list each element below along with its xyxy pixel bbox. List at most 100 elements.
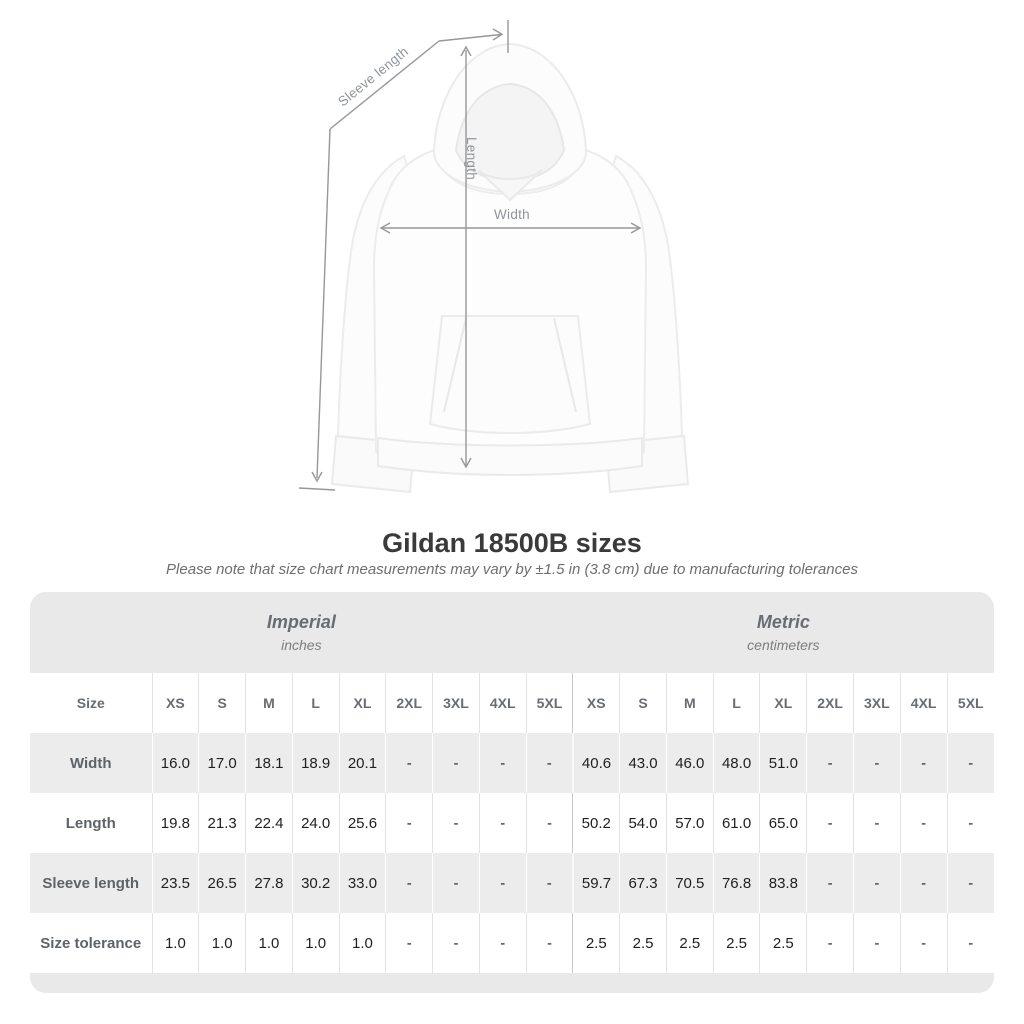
value-cell: 76.8: [712, 853, 760, 913]
size-header-cell: XL: [759, 673, 807, 733]
value-cell: 1.0: [338, 913, 386, 973]
size-header-cell: 4XL: [899, 673, 948, 733]
size-chart-card: Imperial inches Metric centimeters Size …: [30, 592, 994, 993]
size-header-cell: 3XL: [432, 673, 480, 733]
imperial-label: Imperial: [266, 612, 336, 632]
value-cell: -: [806, 733, 854, 793]
value-cell: -: [385, 733, 433, 793]
value-cell: -: [806, 853, 854, 913]
value-cell: -: [478, 733, 527, 793]
value-cell: 2.5: [665, 913, 714, 973]
table-row-width: Width 16.0 17.0 18.1 18.9 20.1 - - - - 4…: [30, 733, 994, 793]
size-header-cell: M: [245, 673, 293, 733]
row-label: Size tolerance: [40, 934, 142, 952]
table-footer-band: [30, 973, 994, 993]
value-cell: -: [525, 793, 573, 853]
size-header-cell: S: [619, 673, 667, 733]
length-arrow: [460, 45, 472, 469]
hoodie-pocket: [428, 315, 592, 434]
width-label: Width: [494, 207, 530, 222]
unit-header-band: Imperial inches Metric centimeters: [30, 592, 994, 673]
size-header-cell: 2XL: [806, 673, 854, 733]
value-cell: -: [806, 793, 854, 853]
size-header-cell: 4XL: [478, 673, 527, 733]
size-header-cell: M: [665, 673, 714, 733]
value-cell: -: [852, 913, 901, 973]
value-cell: 48.0: [712, 733, 760, 793]
value-cell: -: [852, 853, 901, 913]
value-cell: 16.0: [151, 733, 199, 793]
value-cell: 30.2: [291, 853, 340, 913]
value-cell: 33.0: [338, 853, 386, 913]
size-header-cell: 2XL: [385, 673, 433, 733]
sleeve-length-label: Sleeve length: [335, 44, 411, 110]
value-cell: 20.1: [338, 733, 386, 793]
value-cell: 22.4: [245, 793, 293, 853]
hoodie-hem: [377, 436, 643, 476]
value-cell: -: [385, 793, 433, 853]
value-cell: 27.8: [245, 853, 293, 913]
size-header-cell: XL: [338, 673, 386, 733]
value-cell: 40.6: [571, 733, 620, 793]
value-cell: -: [478, 853, 527, 913]
metric-label: Metric: [756, 612, 810, 632]
imperial-unit: inches: [281, 637, 322, 653]
value-cell: -: [385, 853, 433, 913]
value-cell: 61.0: [712, 793, 760, 853]
value-cell: 57.0: [665, 793, 714, 853]
value-cell: -: [385, 913, 433, 973]
length-label: Length: [464, 137, 479, 180]
value-cell: -: [478, 793, 527, 853]
size-chart-table: Size XS S M L XL 2XL 3XL 4XL 5XL XS S M …: [30, 673, 994, 973]
value-cell: 1.0: [198, 913, 246, 973]
size-header-cell: 5XL: [946, 673, 994, 733]
imperial-header: Imperial inches: [30, 592, 573, 673]
value-cell: -: [899, 793, 948, 853]
row-label: Width: [69, 754, 112, 772]
value-cell: 46.0: [665, 733, 714, 793]
size-header-cell: S: [198, 673, 246, 733]
value-cell: -: [525, 853, 573, 913]
value-cell: 1.0: [291, 913, 340, 973]
hoodie-pocket-opening-right: [553, 317, 577, 413]
table-row-sizes: Size XS S M L XL 2XL 3XL 4XL 5XL XS S M …: [30, 673, 994, 733]
value-cell: -: [432, 853, 480, 913]
value-cell: -: [852, 733, 901, 793]
table-row-length: Length 19.8 21.3 22.4 24.0 25.6 - - - - …: [30, 793, 994, 853]
metric-unit: centimeters: [747, 637, 820, 653]
value-cell: 1.0: [151, 913, 199, 973]
value-cell: -: [946, 853, 994, 913]
value-cell: 50.2: [572, 793, 620, 853]
table-row-size-tolerance: Size tolerance 1.0 1.0 1.0 1.0 1.0 - - -…: [30, 913, 994, 973]
hoodie-illustration: Sleeve length Length Width: [298, 20, 690, 494]
size-header-cell: 5XL: [525, 673, 573, 733]
value-cell: -: [852, 793, 901, 853]
value-cell: -: [525, 733, 573, 793]
size-header-cell: XS: [572, 673, 620, 733]
value-cell: 2.5: [572, 913, 620, 973]
value-cell: -: [946, 793, 994, 853]
value-cell: -: [899, 853, 948, 913]
value-cell: -: [432, 733, 480, 793]
value-cell: -: [478, 913, 527, 973]
value-cell: -: [525, 913, 573, 973]
value-cell: -: [806, 913, 854, 973]
value-cell: -: [432, 793, 480, 853]
page-title: Gildan 18500B sizes: [382, 528, 642, 558]
value-cell: 59.7: [571, 853, 620, 913]
value-cell: 65.0: [759, 793, 807, 853]
value-cell: 70.5: [665, 853, 714, 913]
value-cell: 17.0: [198, 733, 246, 793]
value-cell: 19.8: [151, 793, 199, 853]
value-cell: -: [432, 913, 480, 973]
size-header-cell: L: [712, 673, 760, 733]
size-header-cell: L: [291, 673, 340, 733]
row-label: Length: [65, 814, 116, 832]
size-header-cell: XS: [151, 673, 199, 733]
value-cell: 25.6: [338, 793, 386, 853]
value-cell: 2.5: [619, 913, 667, 973]
value-cell: 67.3: [619, 853, 667, 913]
value-cell: 83.8: [759, 853, 807, 913]
value-cell: 24.0: [291, 793, 340, 853]
metric-header: Metric centimeters: [573, 592, 994, 673]
